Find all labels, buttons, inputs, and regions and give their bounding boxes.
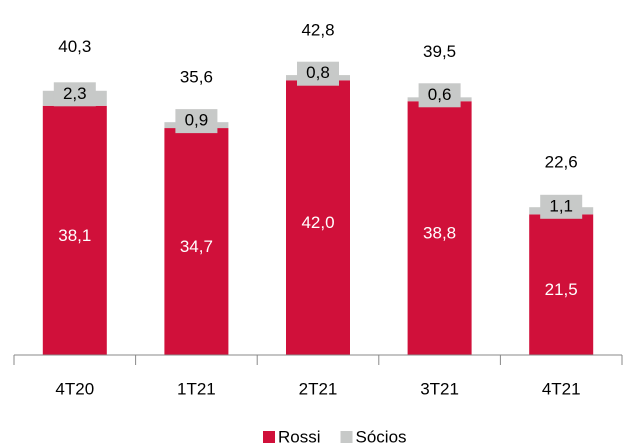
bar-segment [529, 214, 594, 355]
bar-segment [286, 80, 350, 355]
value-label: 0,6 [428, 85, 452, 104]
bar-segment [42, 105, 107, 356]
value-label: 38,1 [58, 226, 91, 245]
legend-swatch [340, 431, 353, 443]
x-tick-label: 2T21 [299, 379, 338, 398]
value-label: 0,9 [185, 111, 209, 130]
x-tick-label: 4T21 [542, 379, 581, 398]
bar-segment [407, 101, 472, 355]
x-tick-label: 3T21 [420, 379, 459, 398]
x-tick-label: 1T21 [177, 379, 216, 398]
total-label: 42,8 [301, 21, 334, 40]
value-label: 21,5 [545, 280, 578, 299]
label-box [175, 109, 218, 134]
bar-segment [164, 128, 229, 355]
value-label: 34,7 [180, 237, 213, 256]
label-box [540, 194, 583, 219]
value-label: 2,3 [63, 84, 87, 103]
total-label: 39,5 [423, 42, 456, 61]
label-box [297, 61, 339, 86]
total-label: 35,6 [180, 68, 213, 87]
value-label: 1,1 [549, 196, 573, 215]
value-label: 38,8 [423, 224, 456, 243]
label-box [53, 82, 96, 107]
total-label: 40,3 [58, 37, 91, 56]
value-label: 42,0 [301, 213, 334, 232]
label-box [418, 83, 461, 108]
total-label: 22,6 [545, 153, 578, 172]
legend-swatch [263, 431, 275, 443]
legend-label: Sócios [356, 427, 407, 446]
legend-label: Rossi [278, 427, 321, 446]
x-tick-label: 4T20 [55, 379, 94, 398]
value-label: 0,8 [306, 63, 330, 82]
